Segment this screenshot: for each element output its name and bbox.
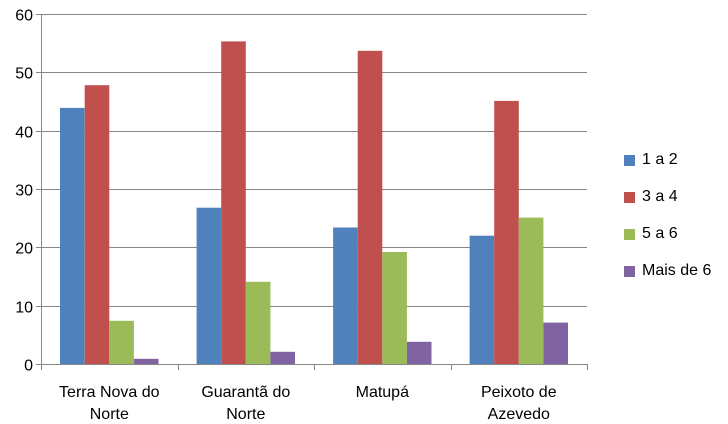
- legend: 1 a 2 3 a 4 5 a 6 Mais de 6: [624, 148, 711, 296]
- bar-5-a-6-0: [109, 320, 134, 364]
- legend-swatch: [624, 228, 635, 240]
- legend-label: 1 a 2: [642, 151, 678, 168]
- bar-mais-de-6-3: [543, 322, 568, 364]
- y-axis-ticks: 0 10 20 30 40 50 60: [15, 8, 41, 375]
- legend-swatch: [624, 154, 635, 166]
- bar-1-a-2-0: [60, 107, 85, 365]
- bar-5-a-6-2: [382, 252, 407, 364]
- y-tick-label: 40: [15, 125, 33, 142]
- x-category-label: Terra Nova do: [59, 384, 160, 401]
- y-tick-label: 10: [15, 300, 33, 317]
- bar-mais-de-6-1: [270, 351, 295, 365]
- y-tick-label: 0: [24, 358, 33, 375]
- bar-mais-de-6-2: [406, 341, 432, 364]
- legend-item: 3 a 4: [624, 185, 711, 209]
- x-category-label: Norte: [90, 406, 129, 423]
- legend-swatch: [624, 191, 635, 203]
- bar-5-a-6-1: [245, 281, 271, 365]
- legend-item: 5 a 6: [624, 222, 711, 246]
- x-category-label: Norte: [226, 406, 265, 423]
- legend-swatch: [624, 265, 635, 277]
- bar-3-a-4-3: [494, 100, 519, 365]
- axes: [41, 14, 588, 370]
- x-category-label: Azevedo: [488, 406, 550, 423]
- bars: [60, 41, 568, 365]
- bar-mais-de-6-0: [133, 358, 159, 365]
- x-axis-labels: Terra Nova do Norte Guarantã do Norte Matupá…: [59, 384, 557, 423]
- y-tick-label: 20: [15, 241, 33, 258]
- y-tick-label: 50: [15, 66, 33, 83]
- legend-item: Mais de 6: [624, 259, 711, 283]
- x-category-label: Peixoto de: [481, 384, 557, 401]
- bar-3-a-4-2: [357, 50, 383, 365]
- legend-label: 5 a 6: [642, 225, 678, 242]
- bar-1-a-2-2: [333, 227, 358, 364]
- bar-3-a-4-0: [84, 85, 110, 364]
- legend-item: 1 a 2: [624, 148, 711, 172]
- bar-1-a-2-1: [196, 207, 222, 364]
- bar-5-a-6-3: [518, 217, 544, 364]
- y-tick-label: 30: [15, 183, 33, 200]
- bar-1-a-2-3: [469, 235, 495, 364]
- bar-3-a-4-1: [221, 41, 246, 365]
- legend-label: Mais de 6: [642, 262, 712, 279]
- y-tick-label: 60: [15, 8, 33, 25]
- legend-label: 3 a 4: [642, 188, 678, 205]
- x-category-label: Guarantã do: [201, 384, 290, 401]
- x-category-label: Matupá: [356, 384, 409, 401]
